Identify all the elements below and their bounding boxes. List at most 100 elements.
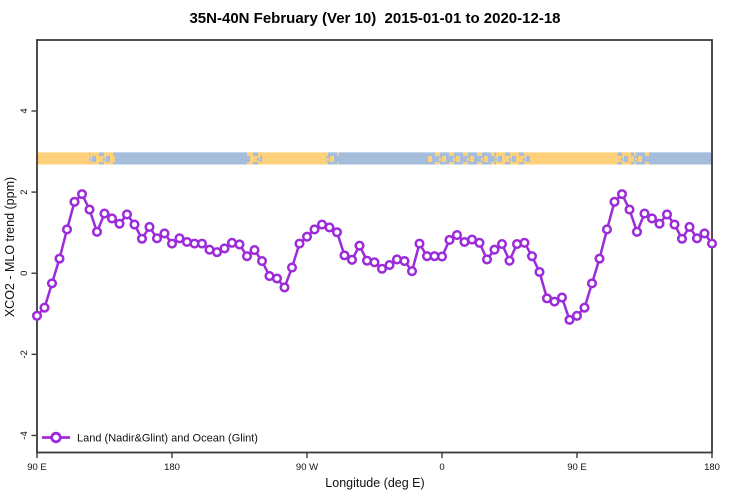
y-tick-label: 2 xyxy=(19,189,30,194)
data-point-marker xyxy=(384,260,395,271)
data-point-marker xyxy=(594,253,605,264)
data-point-marker xyxy=(339,250,350,261)
legend-marker-icon xyxy=(50,431,62,444)
y-tick-label: -4 xyxy=(19,431,30,439)
data-point-marker xyxy=(286,262,298,273)
data-point-marker xyxy=(69,196,80,207)
legend: Land (Nadir&Glint) and Ocean (Glint) xyxy=(42,431,258,445)
data-point-marker xyxy=(376,263,388,274)
band-segment-mix_land xyxy=(617,152,634,165)
data-point-marker xyxy=(144,221,155,233)
band-segment-land xyxy=(37,152,90,165)
legend-label: Land (Nadir&Glint) and Ocean (Glint) xyxy=(77,433,258,445)
chart-title: 35N-40N February (Ver 10) 2015-01-01 to … xyxy=(189,10,561,27)
data-point-marker xyxy=(556,292,568,303)
data-point-marker xyxy=(271,273,283,284)
data-point-marker xyxy=(526,251,538,262)
data-point-marker xyxy=(609,196,620,207)
data-point-marker xyxy=(301,231,313,242)
y-tick-label: 4 xyxy=(19,108,30,113)
x-tick-label: 90 E xyxy=(567,462,587,473)
data-point-marker xyxy=(631,226,643,237)
data-point-marker xyxy=(76,189,88,200)
data-point-marker xyxy=(114,218,125,229)
data-point-marker xyxy=(129,219,140,230)
data-point-marker xyxy=(279,282,290,293)
data-point-marker xyxy=(414,238,425,249)
y-axis-label: XCO2 - MLO trend (ppm) xyxy=(3,177,17,317)
data-point-marker xyxy=(481,254,493,265)
band-segment-land xyxy=(532,152,618,165)
x-tick-label: 180 xyxy=(164,462,180,473)
data-series xyxy=(31,189,718,325)
data-point-marker xyxy=(331,227,343,238)
data-point-marker xyxy=(444,234,455,246)
data-point-marker xyxy=(436,251,448,262)
data-point-marker xyxy=(46,278,58,289)
land-ocean-band xyxy=(37,152,712,165)
data-point-marker xyxy=(519,237,530,248)
data-point-marker xyxy=(39,302,50,313)
data-point-marker xyxy=(91,226,103,237)
band-segment-mix_land xyxy=(494,152,532,165)
data-point-marker xyxy=(534,266,545,278)
data-point-marker xyxy=(654,218,665,229)
data-point-marker xyxy=(174,233,185,244)
x-axis-label: Longitude (deg E) xyxy=(325,476,424,490)
data-point-marker xyxy=(256,256,268,267)
data-point-marker xyxy=(294,238,305,249)
data-point-marker xyxy=(496,238,508,250)
data-point-marker xyxy=(346,254,358,265)
data-point-marker xyxy=(616,189,628,200)
data-point-marker xyxy=(151,233,163,244)
data-point-marker xyxy=(369,257,380,268)
data-point-marker xyxy=(676,233,688,244)
band-segment-ocean xyxy=(649,152,712,165)
y-tick-label: 0 xyxy=(19,271,30,276)
band-segment-ocean xyxy=(115,152,247,165)
data-point-marker xyxy=(571,310,583,321)
data-point-marker xyxy=(166,238,178,249)
data-point-marker xyxy=(136,233,148,244)
data-point-marker xyxy=(601,224,613,235)
data-point-marker xyxy=(564,314,575,325)
data-point-marker xyxy=(99,208,110,219)
data-point-marker xyxy=(699,228,710,239)
data-point-marker xyxy=(54,253,65,264)
data-point-marker xyxy=(309,224,320,235)
data-point-marker xyxy=(234,239,245,250)
data-point-marker xyxy=(121,209,133,220)
data-point-marker xyxy=(354,240,365,251)
x-tick-label: 90 W xyxy=(296,462,318,473)
data-point-marker xyxy=(324,222,335,233)
band-segment-mix_land xyxy=(247,152,262,165)
band-segment-mix_ocean xyxy=(427,152,495,165)
series-line xyxy=(35,192,714,322)
data-point-marker xyxy=(399,256,410,267)
data-point-marker xyxy=(669,219,680,230)
data-point-marker xyxy=(489,244,500,255)
data-point-marker xyxy=(624,204,635,215)
band-segment-land xyxy=(262,152,327,165)
data-point-marker xyxy=(639,208,650,219)
data-point-marker xyxy=(451,230,463,241)
y-tick-label: -2 xyxy=(19,350,30,358)
data-point-marker xyxy=(31,310,43,321)
x-tick-label: 90 E xyxy=(27,462,47,473)
data-point-marker xyxy=(586,278,598,289)
data-point-marker xyxy=(61,224,73,235)
data-point-marker xyxy=(159,228,170,239)
data-point-marker xyxy=(504,255,515,266)
plot-border xyxy=(36,39,713,454)
data-point-marker xyxy=(579,302,590,313)
data-point-marker xyxy=(646,213,658,224)
data-point-marker xyxy=(106,213,118,224)
data-point-marker xyxy=(684,221,695,233)
band-segment-mix_ocean xyxy=(326,152,339,165)
band-segment-mix_ocean xyxy=(634,152,649,165)
data-point-marker xyxy=(706,238,718,249)
data-point-marker xyxy=(691,233,703,244)
data-point-marker xyxy=(219,243,230,254)
